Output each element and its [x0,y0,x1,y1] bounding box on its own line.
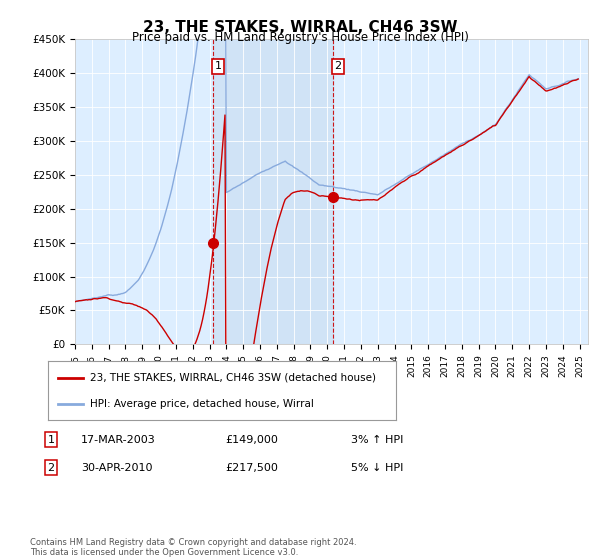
Bar [213,39,333,344]
Text: 1: 1 [215,62,221,71]
Text: Price paid vs. HM Land Registry's House Price Index (HPI): Price paid vs. HM Land Registry's House … [131,31,469,44]
Text: 17-MAR-2003: 17-MAR-2003 [81,435,156,445]
Text: Contains HM Land Registry data © Crown copyright and database right 2024.
This d: Contains HM Land Registry data © Crown c… [30,538,356,557]
Text: 30-APR-2010: 30-APR-2010 [81,463,152,473]
Text: 2: 2 [47,463,55,473]
Text: £149,000: £149,000 [225,435,278,445]
Text: 1: 1 [47,435,55,445]
Text: HPI: Average price, detached house, Wirral: HPI: Average price, detached house, Wirr… [90,399,314,409]
Text: 23, THE STAKES, WIRRAL, CH46 3SW: 23, THE STAKES, WIRRAL, CH46 3SW [143,20,457,35]
Text: 5% ↓ HPI: 5% ↓ HPI [351,463,403,473]
Text: £217,500: £217,500 [225,463,278,473]
Text: 3% ↑ HPI: 3% ↑ HPI [351,435,403,445]
Text: 23, THE STAKES, WIRRAL, CH46 3SW (detached house): 23, THE STAKES, WIRRAL, CH46 3SW (detach… [90,372,376,382]
Text: 2: 2 [334,62,341,71]
